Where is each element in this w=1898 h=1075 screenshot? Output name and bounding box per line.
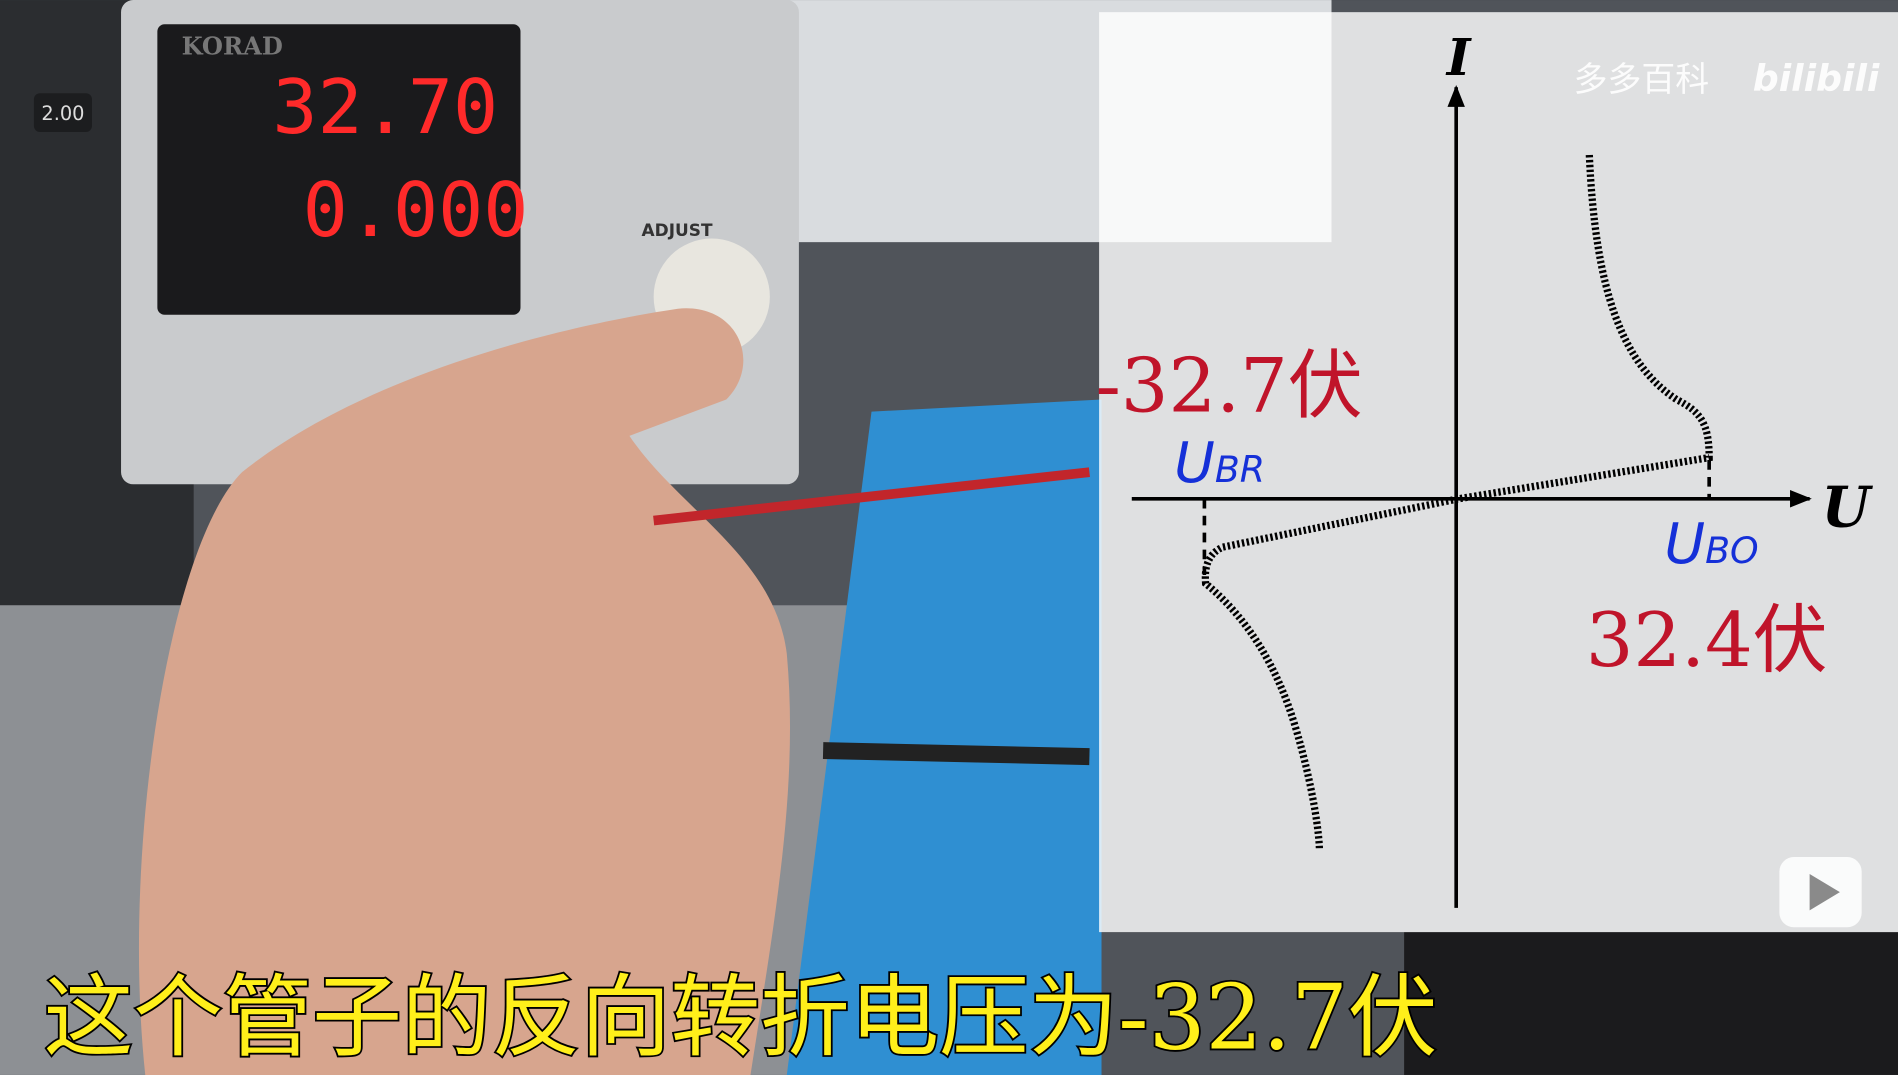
logo: bilibili [1753, 57, 1880, 100]
positive-voltage-label: 32.4伏 [1586, 596, 1828, 684]
ubr-main: U [1174, 431, 1215, 496]
overlay-panel [1099, 12, 1898, 933]
display-panel [157, 24, 521, 315]
ubr-sub: BR [1215, 448, 1265, 491]
blue-mat [786, 399, 1102, 1075]
ubo-main: U [1664, 512, 1705, 577]
subtitle: 这个管子的反向转折电压为-32.7伏 [44, 966, 1438, 1070]
hand [138, 308, 791, 1075]
brand: KORAD [182, 32, 283, 61]
ubo-sub: BO [1705, 529, 1758, 572]
knob-label: ADJUST [642, 220, 713, 240]
u-axis-label: U [1822, 476, 1874, 541]
current-display: 0.000 [303, 166, 529, 254]
iv-curve [1201, 154, 1713, 850]
ubr-label: UBR [1174, 431, 1265, 496]
wire [653, 467, 1090, 526]
clip [822, 742, 1090, 766]
voltage-display: 32.70 [272, 63, 498, 151]
negative-voltage-label: -32.7伏 [1095, 342, 1362, 430]
meter-jacks [1404, 932, 1898, 1075]
i-axis-label: I [1445, 27, 1473, 87]
watermark: 多多百科 [1574, 60, 1710, 99]
play-triangle [1809, 874, 1840, 911]
speed-label: 2.00 [41, 102, 84, 125]
speed-badge[interactable] [33, 93, 92, 132]
ubo-label: UBO [1664, 512, 1758, 577]
